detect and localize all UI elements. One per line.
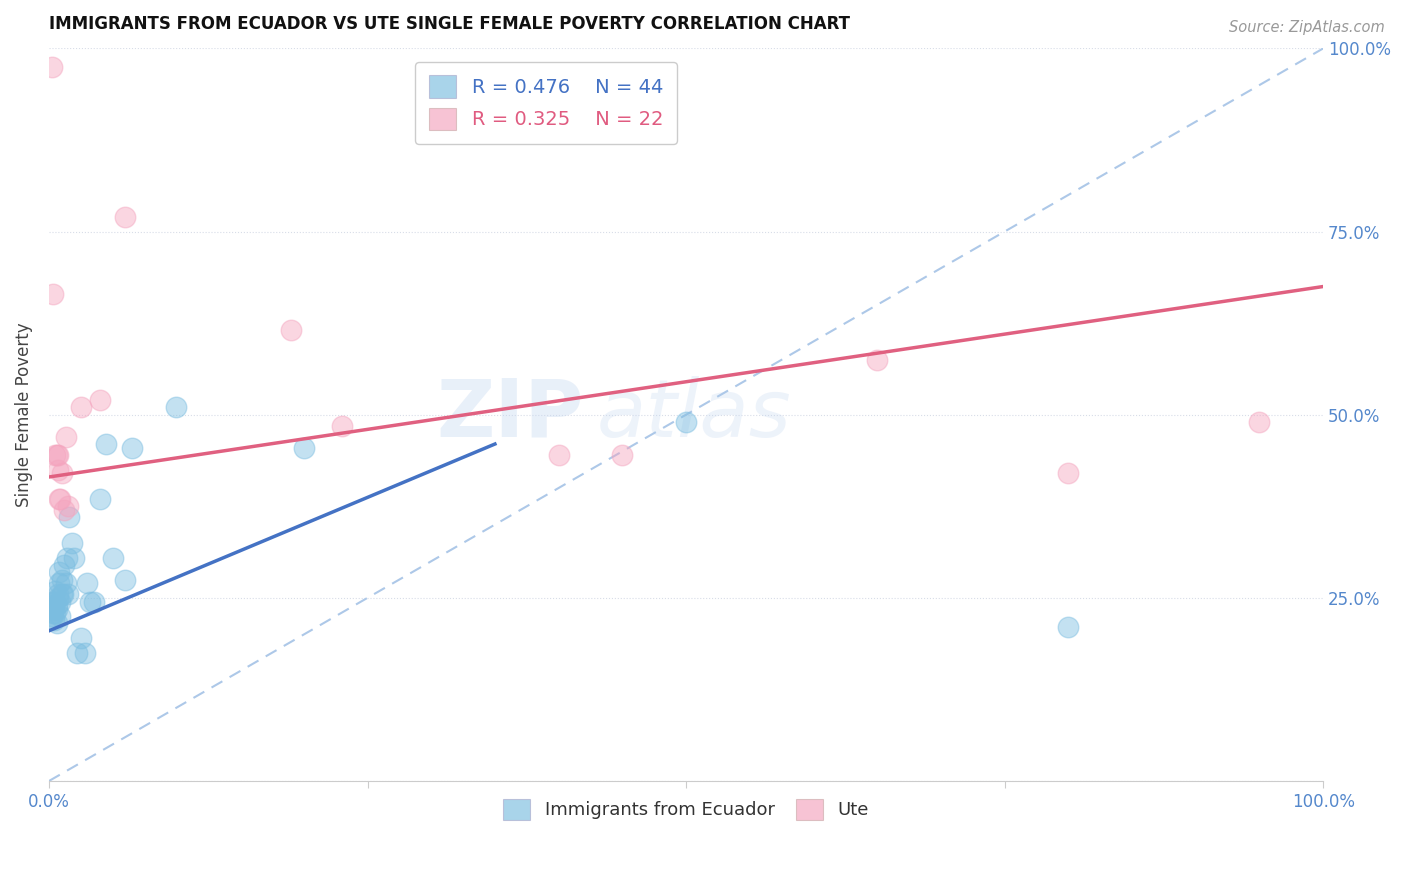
- Point: [1057, 467, 1080, 481]
- Point: [101, 550, 124, 565]
- Point: [547, 448, 569, 462]
- Point: [1057, 620, 1080, 634]
- Legend: Immigrants from Ecuador, Ute: Immigrants from Ecuador, Ute: [496, 791, 876, 827]
- Point: [49, 491, 72, 506]
- Point: [63, 550, 86, 565]
- Point: [60, 536, 83, 550]
- Point: [46, 591, 69, 605]
- Point: [58, 510, 80, 524]
- Point: [55, 576, 77, 591]
- Point: [55, 430, 77, 444]
- Point: [56, 500, 79, 514]
- Point: [46, 587, 69, 601]
- Point: [53, 558, 76, 572]
- Point: [45, 448, 67, 462]
- Text: atlas: atlas: [598, 376, 792, 454]
- Text: Source: ZipAtlas.com: Source: ZipAtlas.com: [1229, 20, 1385, 35]
- Text: ZIP: ZIP: [437, 376, 583, 454]
- Point: [44, 448, 66, 462]
- Point: [612, 448, 634, 462]
- Point: [330, 418, 353, 433]
- Point: [69, 631, 91, 645]
- Y-axis label: Single Female Poverty: Single Female Poverty: [15, 322, 32, 507]
- Point: [41, 60, 63, 74]
- Point: [114, 210, 136, 224]
- Point: [41, 609, 63, 624]
- Point: [45, 602, 67, 616]
- Point: [49, 609, 72, 624]
- Point: [83, 594, 105, 608]
- Point: [866, 352, 889, 367]
- Point: [76, 576, 98, 591]
- Point: [48, 491, 70, 506]
- Point: [51, 587, 73, 601]
- Point: [56, 550, 79, 565]
- Point: [45, 616, 67, 631]
- Point: [96, 437, 118, 451]
- Point: [44, 594, 66, 608]
- Point: [41, 594, 63, 608]
- Point: [56, 587, 79, 601]
- Point: [52, 587, 75, 601]
- Point: [46, 448, 69, 462]
- Point: [51, 467, 73, 481]
- Point: [49, 594, 72, 608]
- Point: [675, 415, 697, 429]
- Point: [48, 576, 70, 591]
- Point: [48, 565, 70, 579]
- Point: [114, 573, 136, 587]
- Point: [121, 441, 143, 455]
- Point: [46, 463, 69, 477]
- Point: [42, 598, 65, 612]
- Point: [53, 503, 76, 517]
- Point: [42, 286, 65, 301]
- Point: [73, 646, 96, 660]
- Point: [292, 441, 315, 455]
- Point: [1249, 415, 1271, 429]
- Point: [69, 401, 91, 415]
- Point: [89, 491, 111, 506]
- Point: [45, 598, 67, 612]
- Point: [42, 602, 65, 616]
- Point: [165, 401, 187, 415]
- Point: [280, 323, 302, 337]
- Point: [66, 646, 89, 660]
- Point: [42, 606, 65, 620]
- Point: [79, 594, 101, 608]
- Point: [51, 573, 73, 587]
- Text: IMMIGRANTS FROM ECUADOR VS UTE SINGLE FEMALE POVERTY CORRELATION CHART: IMMIGRANTS FROM ECUADOR VS UTE SINGLE FE…: [49, 15, 851, 33]
- Point: [89, 393, 111, 408]
- Point: [44, 583, 66, 598]
- Point: [44, 606, 66, 620]
- Point: [39, 602, 62, 616]
- Point: [42, 613, 65, 627]
